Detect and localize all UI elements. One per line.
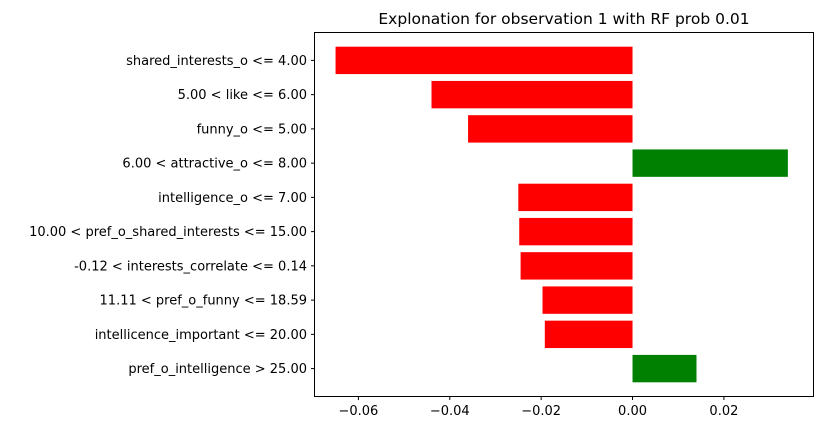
y-tick-label: intelligence_o <= 7.00 <box>158 191 307 206</box>
bar <box>544 320 633 349</box>
x-tick-label: 0.00 <box>618 404 647 419</box>
bars-group <box>335 46 788 383</box>
y-tick-label: intellicence_important <= 20.00 <box>95 328 307 343</box>
bar <box>518 183 633 212</box>
x-tick-label: −0.02 <box>521 404 561 419</box>
y-axis-ticks: shared_interests_o <= 4.00 5.00 < like <=… <box>29 54 315 377</box>
y-tick-label: 11.11 < pref_o_funny <= 18.59 <box>100 294 307 309</box>
y-tick-label: -0.12 < interests_correlate <= 0.14 <box>74 259 307 274</box>
x-tick-label: 0.02 <box>709 404 738 419</box>
chart-title: Explonation for observation 1 with RF pr… <box>378 10 749 28</box>
y-tick-label: 6.00 < attractive_o <= 8.00 <box>122 157 307 172</box>
bar <box>519 217 633 246</box>
bar <box>632 354 697 383</box>
bar <box>542 286 633 314</box>
bar <box>431 80 633 109</box>
bar <box>520 252 633 280</box>
y-tick-label: funny_o <= 5.00 <box>197 122 307 137</box>
x-tick-label: −0.04 <box>430 404 470 419</box>
x-axis-ticks: −0.06 −0.04 −0.02 0.00 0.02 <box>338 396 738 419</box>
y-tick-label: 10.00 < pref_o_shared_interests <= 15.00 <box>29 225 307 240</box>
bar <box>632 149 788 177</box>
bar <box>468 115 633 143</box>
x-tick-label: −0.06 <box>338 404 378 419</box>
bar <box>335 46 633 75</box>
y-tick-label: pref_o_intelligence > 25.00 <box>128 362 307 377</box>
plot-frame <box>314 32 814 397</box>
y-tick-label: 5.00 < like <= 6.00 <box>178 88 307 103</box>
y-tick-label: shared_interests_o <= 4.00 <box>126 54 307 69</box>
